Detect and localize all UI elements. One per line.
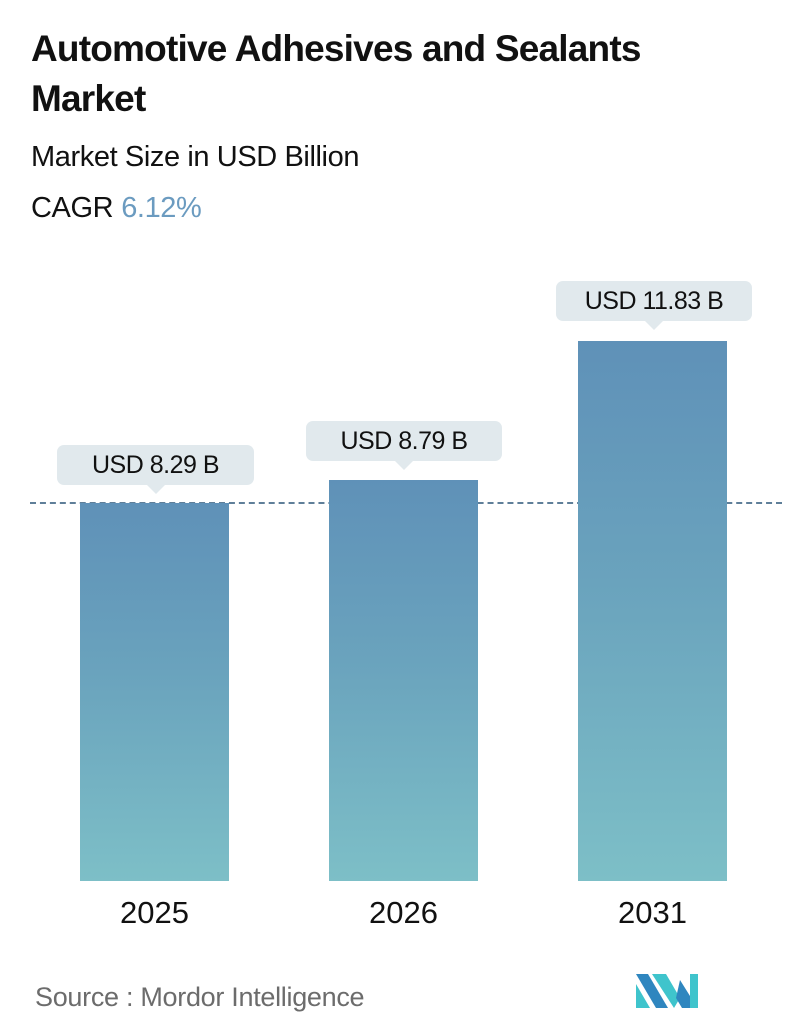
mordor-intelligence-logo-icon bbox=[636, 974, 698, 1008]
value-label-2026: USD 8.79 B bbox=[306, 421, 502, 470]
cagr-value: 6.12% bbox=[121, 192, 202, 224]
chart-subtitle: Market Size in USD Billion bbox=[31, 141, 360, 173]
bar-2026 bbox=[329, 480, 478, 881]
cagr-label: CAGR bbox=[31, 192, 114, 224]
source-text: Source : Mordor Intelligence bbox=[35, 982, 365, 1012]
x-tick-2025: 2025 bbox=[120, 895, 189, 930]
value-label-2031: USD 11.83 B bbox=[556, 281, 752, 330]
bar-2031 bbox=[578, 341, 727, 881]
x-tick-2026: 2026 bbox=[369, 895, 438, 930]
cagr-line: CAGR 6.12% bbox=[31, 190, 202, 226]
chart-title: Automotive Adhesives and Sealants Market bbox=[31, 28, 641, 119]
value-label-2025: USD 8.29 B bbox=[57, 445, 254, 494]
bar-2025 bbox=[80, 503, 229, 881]
x-tick-2031: 2031 bbox=[618, 895, 687, 930]
